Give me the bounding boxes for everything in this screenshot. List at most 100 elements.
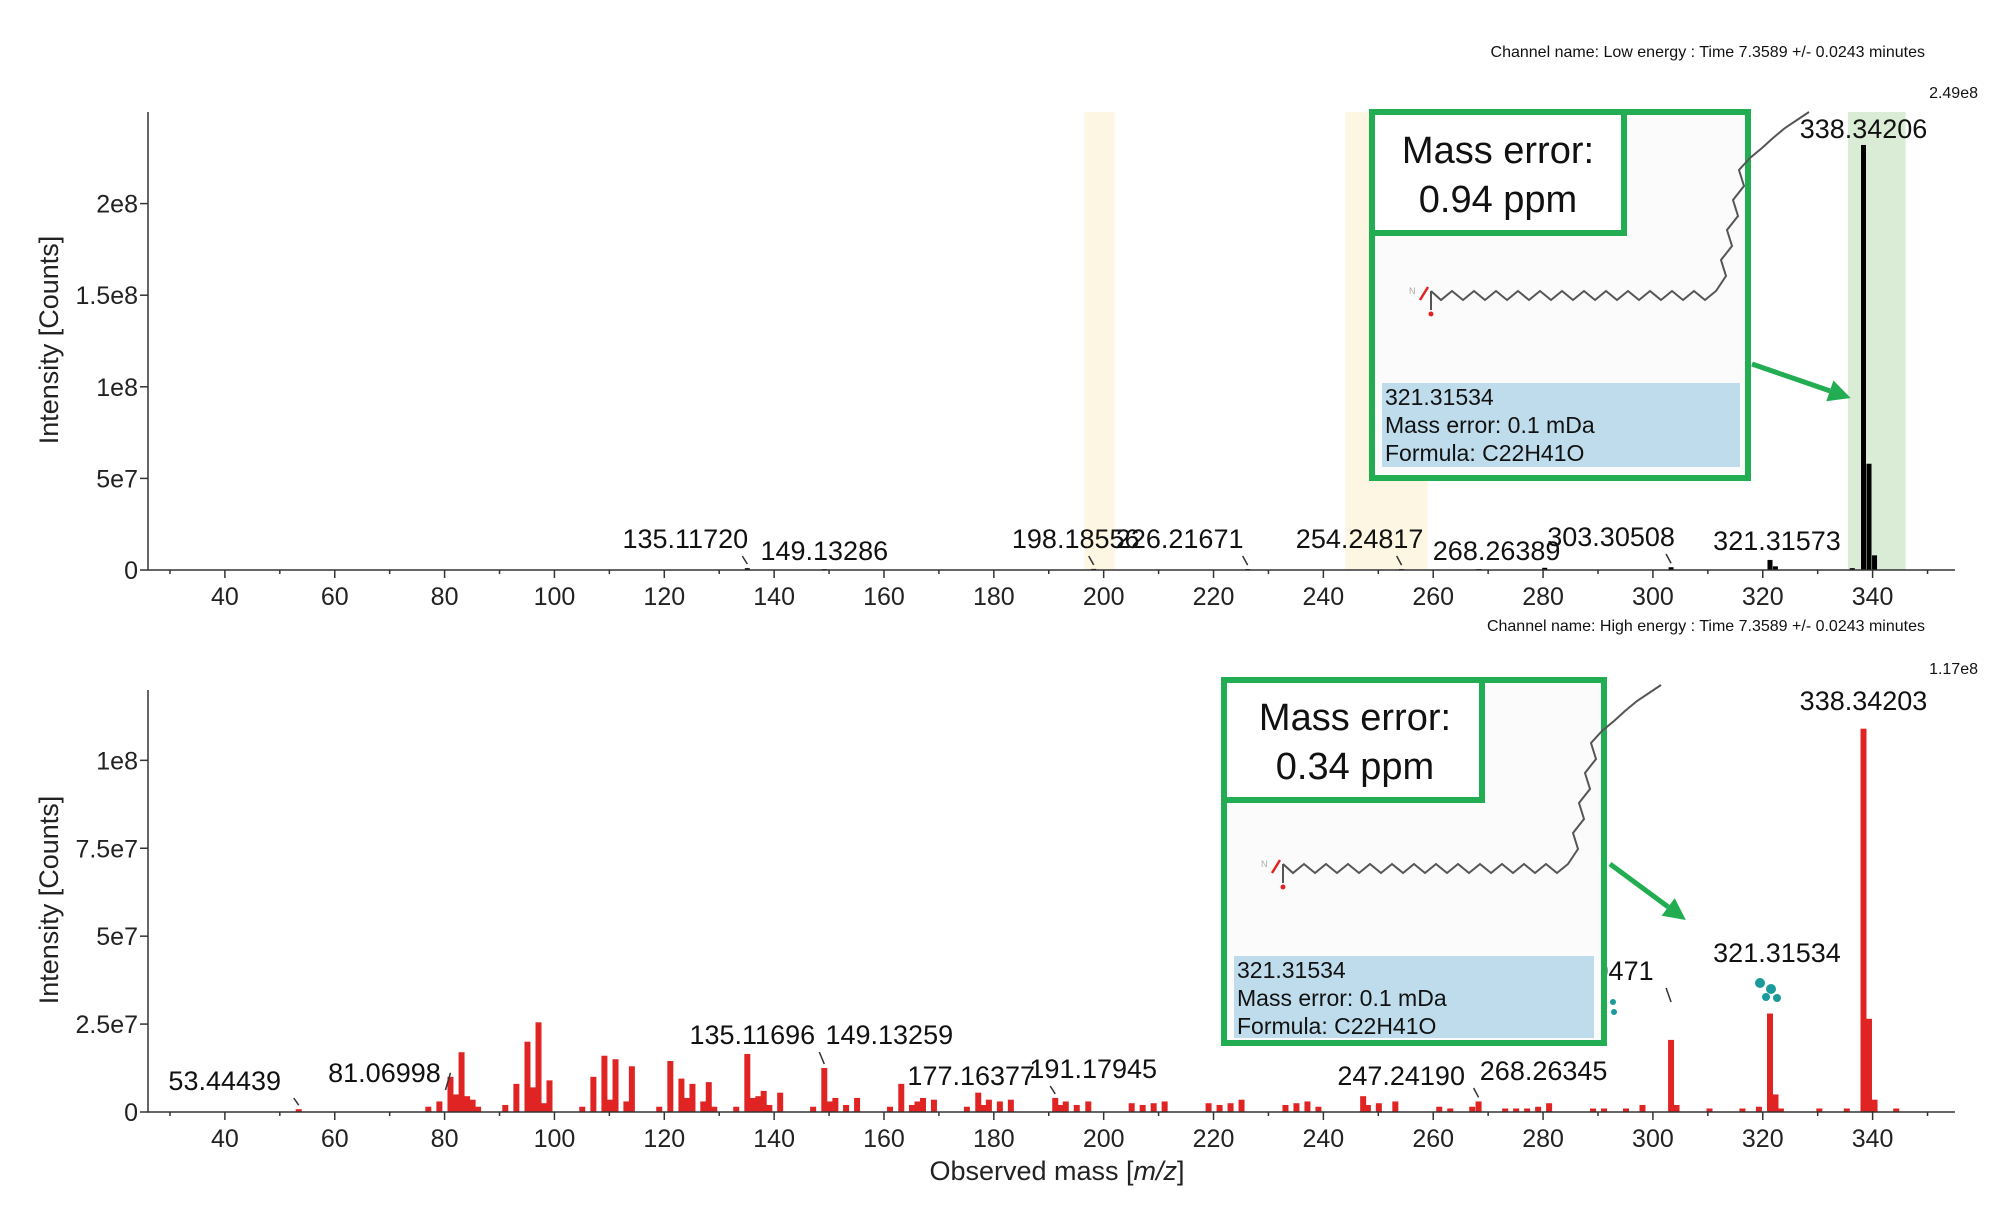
- ion-mass-error: Mass error: 0.1 mDa: [1385, 412, 1595, 438]
- peak-label-leader: [741, 555, 748, 565]
- x-tick-label: 40: [211, 583, 239, 611]
- peak-bar: [914, 1101, 921, 1112]
- peak-bar: [1893, 1108, 1900, 1112]
- peak-bar: [1865, 1018, 1872, 1112]
- peak-bar: [436, 1101, 443, 1112]
- peak-bar: [1816, 1108, 1823, 1112]
- peak-bar: [475, 1106, 482, 1112]
- peak-bar: [502, 1104, 509, 1112]
- peak-bar: [541, 1103, 548, 1112]
- peak-label-leader: [1395, 555, 1403, 566]
- mass-error-title: Mass error:: [1259, 697, 1451, 739]
- arrow-head: [1661, 898, 1686, 920]
- x-tick-label: 280: [1522, 1125, 1564, 1153]
- peak-label: 177.16377: [907, 1061, 1035, 1091]
- peak-label: 149.13286: [760, 536, 888, 566]
- y-tick-label: 1.5e8: [75, 282, 138, 310]
- peak-bar: [1436, 1106, 1443, 1112]
- peak-bar: [1304, 1101, 1311, 1112]
- x-tick-label: 260: [1412, 1125, 1454, 1153]
- annotation-arrow: [1751, 361, 1851, 402]
- x-tick-label: 300: [1632, 1125, 1674, 1153]
- peak-bar: [458, 1052, 465, 1112]
- peak-bar: [760, 1090, 767, 1112]
- mass-error-annotation: N Mass error: 0.34 ppm 321.31534 Mass er…: [1221, 677, 1686, 1046]
- peak-bar: [1542, 567, 1548, 570]
- peak-bar: [1777, 1108, 1784, 1112]
- x-tick-label: 340: [1852, 583, 1894, 611]
- y-tick-label: 0: [124, 1099, 138, 1127]
- intensity-scale-label: 2.49e8: [1929, 85, 1978, 102]
- peak-bar: [1601, 1108, 1608, 1112]
- peak-bar: [606, 1099, 613, 1112]
- ion-info-panel: [1382, 383, 1740, 467]
- y-tick-label: 5e7: [96, 923, 138, 951]
- peak-bar: [1513, 1108, 1520, 1112]
- peak-bar: [1227, 1103, 1234, 1112]
- peak-bar: [612, 1059, 619, 1112]
- fragment-marker-partial-icon: [1610, 999, 1617, 1015]
- highlight-band-0: [1847, 112, 1906, 570]
- highlight-band-1: [1084, 112, 1115, 570]
- peak-bar: [826, 1101, 833, 1112]
- peak-bar: [810, 1106, 817, 1112]
- x-tick-label: 240: [1303, 1125, 1345, 1153]
- peak-bar: [513, 1083, 520, 1112]
- x-tick-label: 220: [1193, 1125, 1235, 1153]
- y-axis-ticks: 0 5e7 1e8 1.5e8 2e8: [75, 191, 148, 585]
- peak-bar: [546, 1080, 553, 1112]
- peak-bar: [777, 1092, 784, 1112]
- peak-bar: [1447, 1108, 1454, 1112]
- peak-bar: [535, 1022, 542, 1112]
- intensity-scale-label: 1.17e8: [1929, 661, 1978, 678]
- y-tick-label: 1e8: [96, 747, 138, 775]
- x-axis-ticks: 40 60 80 100 120 140 160 180 200 220 240 260 280 300 3…: [169, 1112, 1929, 1153]
- peak-bar: [930, 1099, 937, 1112]
- molecule-chain: [1430, 111, 1810, 302]
- peak-bar: [1161, 1101, 1168, 1112]
- arrow-head: [1826, 380, 1851, 402]
- peak-bar: [1772, 1094, 1779, 1112]
- x-axis-label: Observed mass [m/z]: [929, 1156, 1184, 1186]
- peak-bar: [705, 1082, 712, 1112]
- peak-bar: [744, 568, 750, 570]
- peak-bar: [295, 1109, 302, 1112]
- low-energy-spectrum-panel: 40 60 80 100 120 140 160 180 200 220 240 260 280 300 3…: [34, 44, 1978, 611]
- x-tick-label: 340: [1852, 1125, 1894, 1153]
- peak-label-leader: [1049, 1085, 1056, 1095]
- peak-bar: [980, 1104, 987, 1112]
- peak-bar: [1128, 1103, 1135, 1112]
- x-tick-label: 160: [863, 1125, 905, 1153]
- peak-label: 53.44439: [168, 1066, 281, 1096]
- y-tick-label: 7.5e7: [75, 835, 138, 863]
- peak-bar: [1085, 1101, 1092, 1112]
- y-axis-ticks: 0 2.5e7 5e7 7.5e7 1e8: [75, 747, 148, 1127]
- peak-label: 303.30508: [1547, 522, 1675, 552]
- peak-bar: [766, 1104, 773, 1112]
- peak-label: 191.17945: [1029, 1054, 1157, 1084]
- peak-label: 149.13259: [825, 1020, 953, 1050]
- arrow-shaft: [1608, 861, 1670, 909]
- molecule-structure: N: [1409, 111, 1810, 317]
- mass-error-box: [1221, 677, 1485, 803]
- peak-bar: [1205, 1103, 1212, 1112]
- peak-label: 135.11696: [689, 1020, 815, 1050]
- peak-bar: [1057, 1104, 1064, 1112]
- peak-bar: [623, 1101, 630, 1112]
- molecule-chain: [1282, 684, 1662, 875]
- peak-labels: 53.44439 81.06998 135.11696 149.13259 177.16…: [168, 686, 1927, 1106]
- peak-bar: [985, 1099, 992, 1112]
- peak-bar: [1392, 1101, 1399, 1112]
- peak-label-leader: [444, 1072, 452, 1091]
- peak-bar: [1673, 1104, 1680, 1112]
- peak-label: 247.24190: [1337, 1061, 1465, 1091]
- y-tick-label: 0: [124, 557, 138, 585]
- peak-bar: [832, 1097, 839, 1112]
- peak-bar: [678, 1078, 685, 1112]
- peak-bar: [1872, 555, 1878, 570]
- peak-bar: [908, 1104, 915, 1112]
- peak-bar: [1315, 1106, 1322, 1112]
- peak-bar: [447, 1076, 454, 1112]
- peak-bar: [1238, 1099, 1245, 1112]
